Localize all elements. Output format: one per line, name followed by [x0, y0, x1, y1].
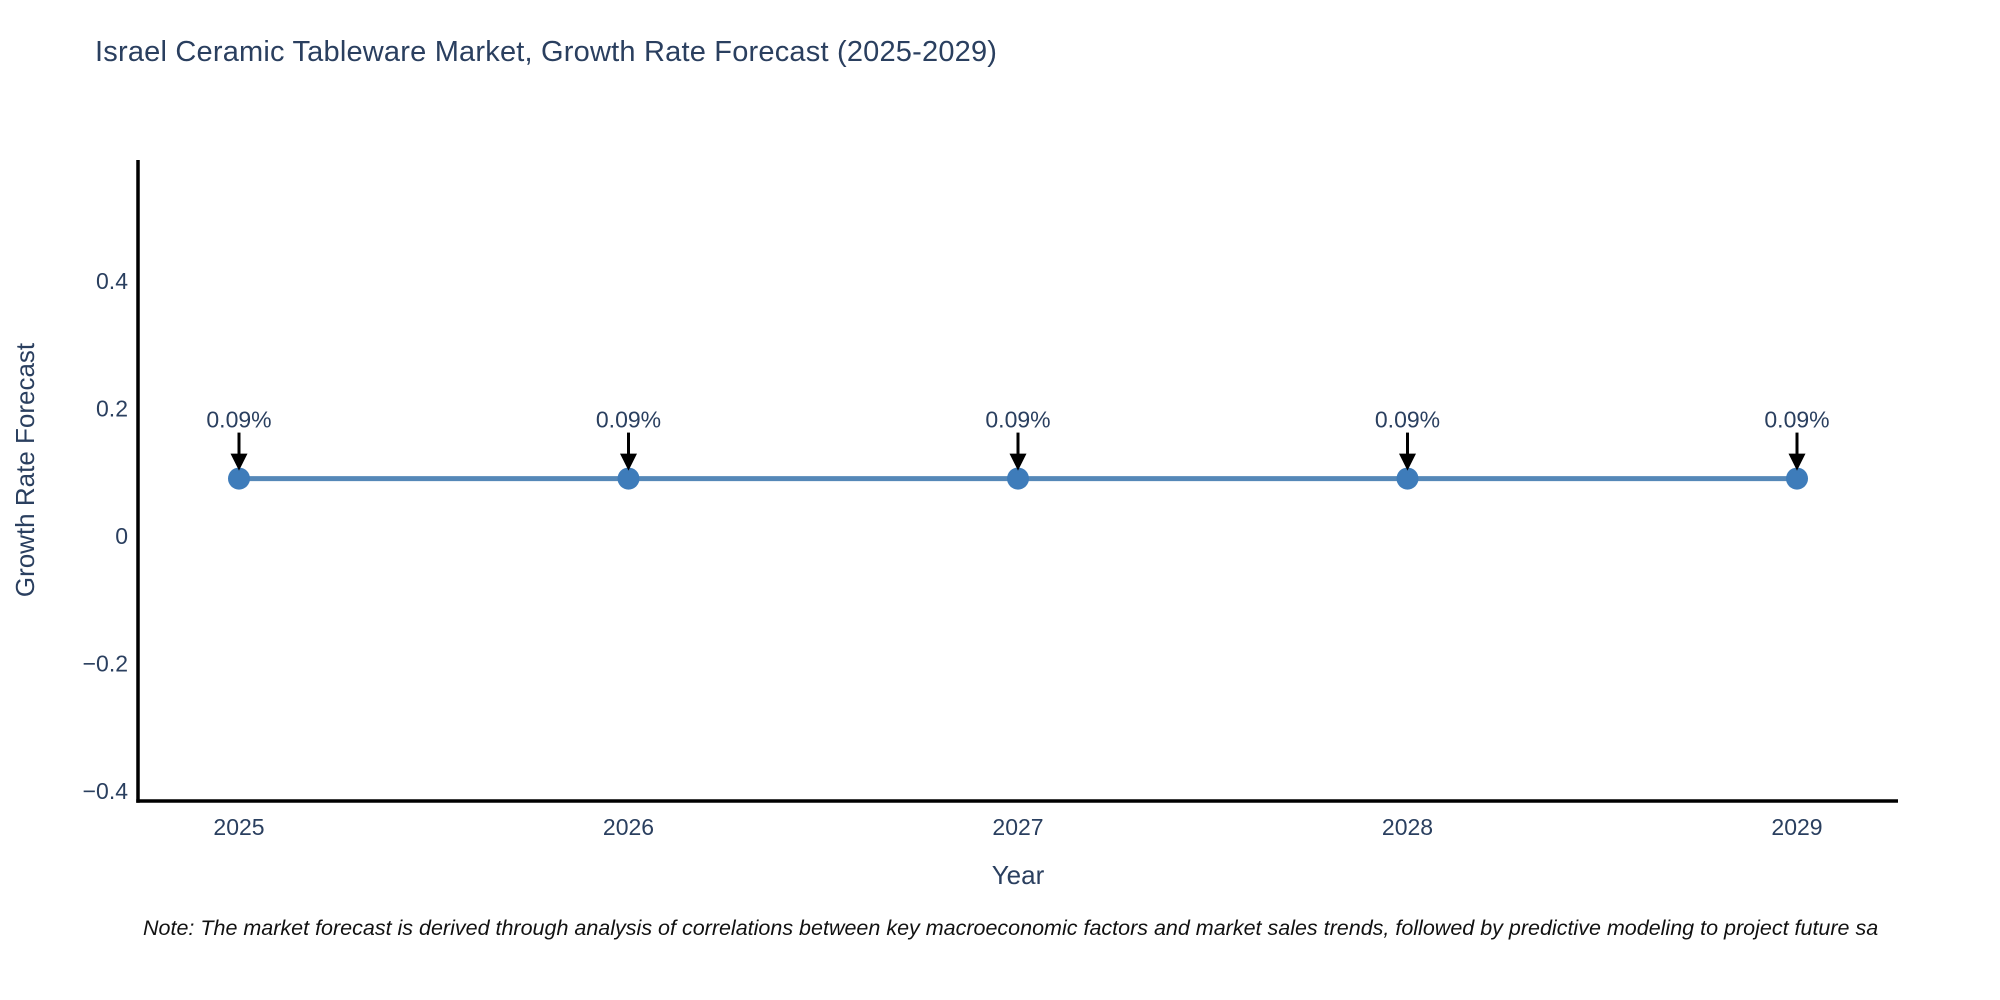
data-point-marker[interactable]: [617, 467, 640, 490]
annotation-arrowhead-icon: [1788, 453, 1806, 471]
footnote: Note: The market forecast is derived thr…: [143, 916, 1879, 940]
x-tick-label: 2027: [992, 814, 1043, 840]
y-tick-label: 0.4: [96, 268, 128, 294]
data-point-marker[interactable]: [1396, 467, 1419, 490]
data-point-label: 0.09%: [206, 407, 271, 433]
x-tick-label: 2028: [1382, 814, 1433, 840]
x-axis-title: Year: [992, 860, 1045, 890]
y-axis-title: Growth Rate Forecast: [10, 342, 40, 597]
y-tick-label: −0.4: [83, 778, 129, 804]
x-tick-label: 2026: [603, 814, 654, 840]
x-tick-label: 2029: [1771, 814, 1822, 840]
annotation-arrowhead-icon: [620, 453, 637, 471]
data-point-marker[interactable]: [228, 467, 250, 490]
data-point-marker[interactable]: [1786, 467, 1808, 490]
data-point-label: 0.09%: [985, 407, 1050, 433]
x-tick-label: 2025: [213, 814, 264, 840]
data-point-label: 0.09%: [1764, 407, 1829, 433]
data-point-label: 0.09%: [1375, 407, 1440, 433]
y-tick-label: −0.2: [83, 650, 128, 676]
data-point-marker[interactable]: [1007, 467, 1029, 490]
y-tick-label: 0.2: [96, 395, 128, 421]
annotation-arrowhead-icon: [230, 453, 248, 471]
annotation-arrowhead-icon: [1399, 453, 1416, 471]
chart-title: Israel Ceramic Tableware Market, Growth …: [95, 36, 998, 68]
data-point-label: 0.09%: [596, 407, 661, 433]
annotation-arrowhead-icon: [1009, 453, 1027, 471]
y-tick-label: 0: [115, 523, 128, 549]
